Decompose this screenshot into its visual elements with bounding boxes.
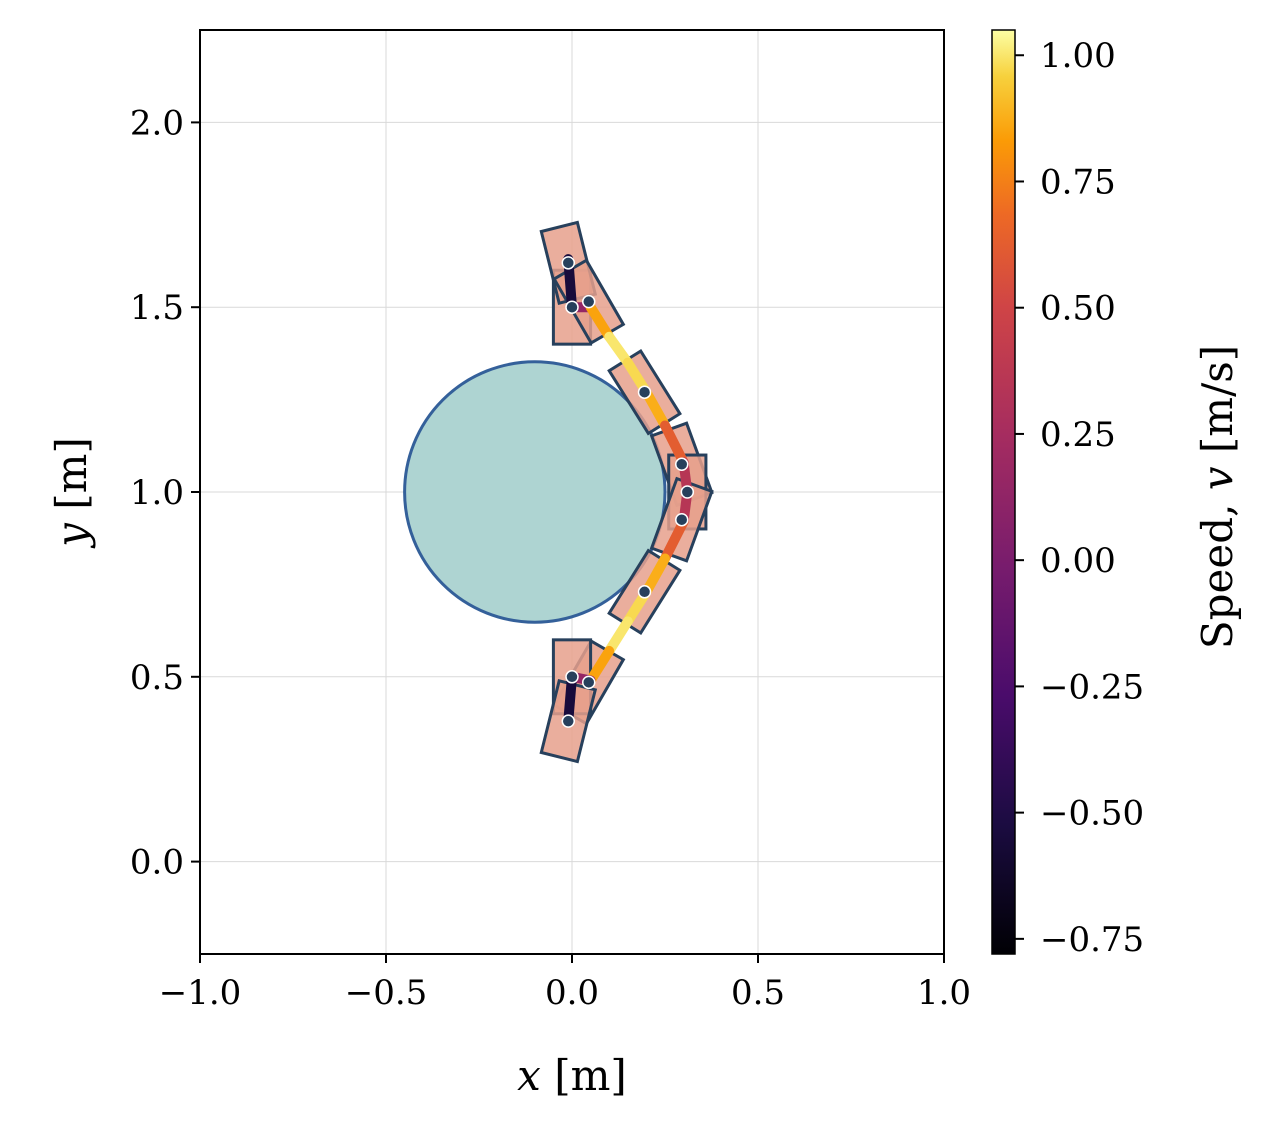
trajectory-segment [641,553,670,597]
axes: −1.0 −0.5 0.0 0.5 1.0 0.0 0.5 1.0 1.5 2.0 [130,103,971,1013]
trajectory-segment [604,616,633,656]
y-tick-label: 0.5 [130,658,184,698]
trajectory-segment [641,387,670,431]
colorbar-tick-label: −0.75 [1040,920,1144,960]
trajectory-segment [585,645,615,686]
obstacle-circle [403,360,667,624]
colorbar-tick-label: 0.25 [1040,415,1116,455]
x-tick-label: 1.0 [917,973,971,1013]
data-layer [403,220,714,764]
trajectory-segment [604,331,633,368]
trajectory-segment [563,671,577,727]
colorbar-tick-label: −0.25 [1040,667,1144,707]
x-axis-label: x [m] [517,1051,627,1100]
trajectory-segment [660,420,689,468]
vehicle-marker [680,485,695,499]
trajectory-segment [660,516,689,564]
vehicle-marker [565,670,579,684]
y-tick-label: 2.0 [130,103,184,143]
vehicle-marker [581,675,596,690]
colorbar-tick-label: 0.75 [1040,162,1116,202]
colorbar-tick-label: −0.50 [1040,794,1144,834]
colorbar-tick-label: 0.50 [1040,289,1116,329]
vehicle-marker [637,585,652,599]
x-tick-label: −0.5 [345,973,428,1013]
x-tick-label: −1.0 [159,973,242,1013]
x-tick-label: 0.5 [731,973,785,1013]
vehicle-marker [581,294,596,309]
vehicle-marker [674,457,689,472]
x-tick-label: 0.0 [545,973,599,1013]
vehicle-marker [565,300,579,314]
y-tick-label: 0.0 [130,843,184,883]
colorbar-axis: 1.00 0.75 0.50 0.25 0.00 −0.25 −0.50 −0.75 [1015,36,1144,960]
colorbar [991,29,1016,955]
vehicle-marker [561,256,576,270]
vehicle-marker [561,714,576,728]
colorbar-label: Speed, v [m/s] [1193,345,1242,649]
y-tick-label: 1.5 [130,288,184,328]
y-axis-label: y [m] [47,437,96,549]
vehicle-marker [637,385,652,399]
vehicle-marker [674,512,689,527]
colorbar-tick-label: 0.00 [1040,541,1116,581]
y-tick-label: 1.0 [130,473,184,513]
colorbar-tick-label: 1.00 [1040,36,1116,76]
trajectory-segment [585,302,615,342]
